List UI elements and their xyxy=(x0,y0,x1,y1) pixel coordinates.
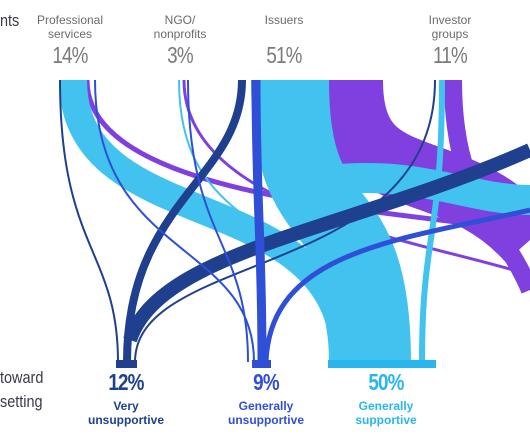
source-label-issuers: Issuers xyxy=(264,13,304,27)
source-pct-ngo-nonprofits: 3% xyxy=(167,42,193,68)
source-pct-issuers: 51% xyxy=(266,42,302,68)
target-label-very-unsupportive: Very unsupportive xyxy=(87,399,164,427)
source-pct-investor-groups: 11% xyxy=(433,42,468,68)
source-label-ngo-nonprofits: NGO/nonprofits xyxy=(153,13,207,41)
source-pct-professional-services: 14% xyxy=(52,42,88,68)
flow-ngo-to-generally-supportive xyxy=(178,79,331,363)
flow-cross-dark-band xyxy=(123,143,530,343)
target-label-generally-supportive: Generally supportive xyxy=(355,399,417,427)
target-pct-generally-supportive: 50% xyxy=(368,369,404,395)
side-label-line-1: toward xyxy=(0,368,44,387)
heading-fragment: nts xyxy=(0,11,20,30)
flow-right-to-generally-unsupportive xyxy=(263,207,530,363)
flow-ngo-to-generally-unsupportive xyxy=(187,79,249,363)
node-generally-supportive xyxy=(328,360,436,368)
flow-investors-to-very-unsupportive xyxy=(134,79,436,363)
target-pct-generally-unsupportive: 9% xyxy=(253,369,279,395)
source-label-professional-services: Professional services xyxy=(36,13,104,41)
target-pct-very-unsupportive: 12% xyxy=(108,369,144,395)
flow-professional-to-very-unsupportive xyxy=(59,79,119,363)
flow-issuers-to-very-unsupportive xyxy=(123,79,246,363)
flow-issuers-to-generally-unsupportive xyxy=(251,79,267,363)
node-generally-unsupportive xyxy=(252,360,271,368)
source-label-investor-groups: Investor groups xyxy=(428,13,472,41)
target-label-generally-unsupportive: Generally unsupportive xyxy=(227,399,304,427)
node-very-unsupportive xyxy=(116,360,137,368)
side-label-line-2: setting xyxy=(0,392,43,411)
